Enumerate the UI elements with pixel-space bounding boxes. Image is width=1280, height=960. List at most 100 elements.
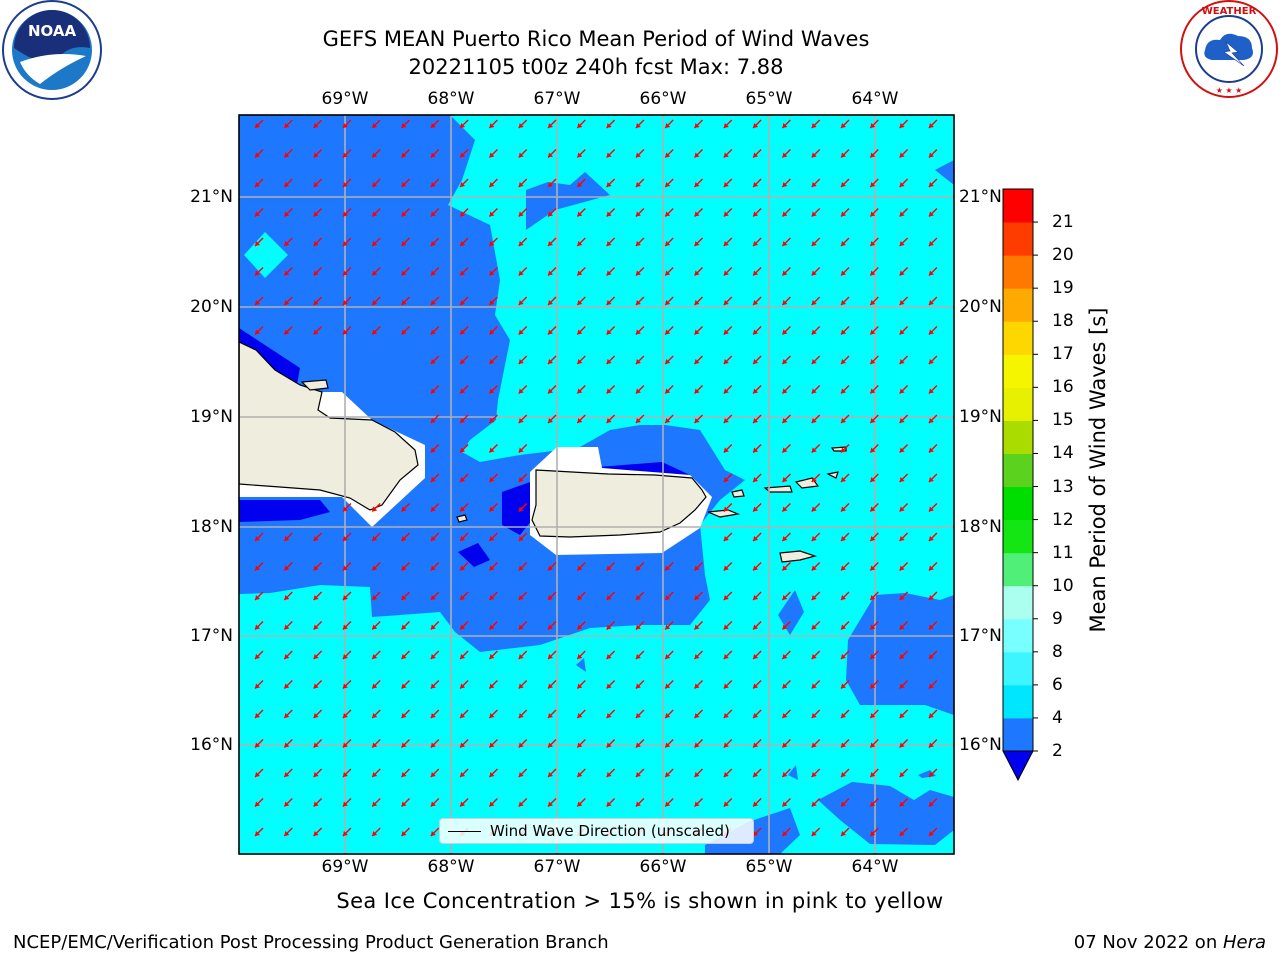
wave-direction-arrow bbox=[254, 739, 264, 748]
wave-direction-arrow bbox=[635, 591, 645, 601]
wave-direction-arrow bbox=[928, 562, 938, 571]
wave-direction-arrow bbox=[518, 444, 528, 453]
colorbar-segment bbox=[1003, 585, 1033, 620]
wave-direction-arrow bbox=[664, 178, 674, 188]
wave-direction-arrow bbox=[459, 444, 469, 453]
wave-direction-arrow bbox=[459, 178, 469, 188]
wave-direction-arrow bbox=[283, 562, 293, 571]
wave-direction-arrow bbox=[606, 768, 616, 778]
lat-tick-left: 19°N bbox=[190, 407, 233, 427]
wave-direction-arrow bbox=[664, 680, 674, 689]
wave-direction-arrow bbox=[635, 149, 645, 158]
wave-direction-arrow bbox=[928, 591, 938, 601]
wave-direction-arrow bbox=[518, 798, 528, 807]
wave-direction-arrow bbox=[899, 709, 909, 719]
lat-tick-left: 18°N bbox=[190, 517, 233, 537]
wave-direction-arrow bbox=[283, 149, 293, 158]
wave-direction-arrow bbox=[811, 149, 821, 158]
wave-direction-arrow bbox=[313, 237, 323, 247]
wave-direction-arrow bbox=[694, 768, 703, 778]
wave-direction-arrow bbox=[869, 532, 879, 542]
wave-direction-arrow bbox=[371, 768, 381, 778]
wave-direction-arrow bbox=[869, 739, 879, 748]
legend-label: Wind Wave Direction (unscaled) bbox=[490, 822, 730, 840]
colorbar-tick-label: 8 bbox=[1052, 641, 1063, 662]
wave-direction-arrow bbox=[928, 178, 938, 188]
land-masses bbox=[239, 341, 847, 563]
wave-direction-arrow bbox=[371, 267, 381, 276]
wave-direction-arrow bbox=[430, 709, 440, 719]
wave-direction-arrow bbox=[869, 709, 879, 719]
wave-direction-arrow bbox=[606, 562, 616, 571]
wave-direction-arrow bbox=[811, 591, 821, 601]
colorbar-segment bbox=[1003, 519, 1033, 554]
wave-direction-arrow bbox=[723, 503, 733, 512]
colorbar-tick-label: 21 bbox=[1052, 212, 1074, 233]
lat-tick-left: 16°N bbox=[190, 735, 233, 755]
wave-direction-arrow bbox=[840, 591, 850, 601]
wave-direction-arrow bbox=[752, 385, 762, 394]
wave-direction-arrow bbox=[606, 178, 616, 188]
wave-direction-arrow bbox=[254, 650, 264, 660]
wave-direction-arrow bbox=[547, 562, 557, 571]
wave-direction-arrow bbox=[430, 444, 440, 453]
wave-direction-arrow bbox=[664, 621, 674, 630]
wave-direction-arrow bbox=[781, 739, 791, 748]
wave-direction-arrow bbox=[869, 621, 879, 630]
lon-tick-bottom: 68°W bbox=[427, 857, 475, 877]
wave-direction-arrow bbox=[928, 444, 938, 453]
wave-direction-arrow bbox=[664, 237, 674, 247]
wave-direction-arrow bbox=[664, 267, 674, 276]
wave-direction-arrow bbox=[459, 709, 469, 719]
wave-direction-arrow bbox=[752, 178, 762, 188]
wave-direction-arrow bbox=[781, 296, 791, 306]
wave-direction-arrow bbox=[752, 621, 762, 630]
wave-direction-arrow bbox=[430, 591, 440, 601]
wave-direction-arrow bbox=[401, 208, 410, 217]
wave-direction-arrow bbox=[488, 739, 498, 748]
wave-direction-arrow bbox=[371, 296, 381, 306]
colorbar-segment bbox=[1003, 321, 1033, 355]
wave-direction-arrow bbox=[576, 798, 586, 807]
wave-direction-arrow bbox=[283, 739, 293, 748]
colorbar-segment bbox=[1003, 453, 1033, 488]
wave-direction-arrow bbox=[518, 326, 528, 335]
wave-direction-arrow bbox=[840, 798, 850, 807]
wave-direction-arrow bbox=[488, 562, 498, 571]
wave-direction-arrow bbox=[899, 237, 909, 247]
wave-direction-arrow bbox=[459, 414, 469, 424]
wave-direction-arrow bbox=[899, 444, 909, 453]
wave-direction-arrow bbox=[928, 680, 938, 689]
wave-direction-arrow bbox=[899, 385, 909, 394]
wave-direction-arrow bbox=[899, 473, 909, 483]
wave-direction-arrow bbox=[899, 827, 909, 837]
wave-direction-arrow bbox=[313, 768, 323, 778]
wave-direction-arrow bbox=[840, 296, 850, 306]
wave-direction-arrow bbox=[869, 149, 879, 158]
lat-tick-left: 20°N bbox=[190, 297, 233, 317]
wave-direction-arrow bbox=[254, 296, 264, 306]
wave-direction-arrow bbox=[430, 119, 440, 129]
wave-direction-arrow bbox=[342, 621, 352, 630]
wave-direction-arrow bbox=[723, 532, 733, 542]
wave-direction-arrow bbox=[869, 444, 879, 453]
wave-direction-arrow bbox=[694, 709, 703, 719]
wave-direction-arrow bbox=[576, 326, 586, 335]
lat-tick-right: 19°N bbox=[959, 407, 1002, 427]
wave-direction-arrow bbox=[840, 444, 850, 453]
wave-direction-arrow bbox=[576, 650, 586, 660]
wave-direction-arrow bbox=[635, 237, 645, 247]
wave-direction-arrow bbox=[664, 650, 674, 660]
wave-direction-arrow bbox=[811, 798, 821, 807]
wave-direction-arrow bbox=[899, 532, 909, 542]
wave-direction-arrow bbox=[459, 385, 469, 394]
wave-direction-arrow bbox=[752, 119, 762, 129]
lon-tick-top: 65°W bbox=[745, 89, 793, 109]
wave-direction-arrow bbox=[430, 237, 440, 247]
wave-direction-arrow bbox=[313, 296, 323, 306]
wave-direction-arrow bbox=[635, 621, 645, 630]
wave-direction-arrow bbox=[488, 473, 498, 483]
wave-direction-arrow bbox=[840, 414, 850, 424]
wave-direction-arrow bbox=[840, 267, 850, 276]
wave-direction-arrow bbox=[899, 768, 909, 778]
